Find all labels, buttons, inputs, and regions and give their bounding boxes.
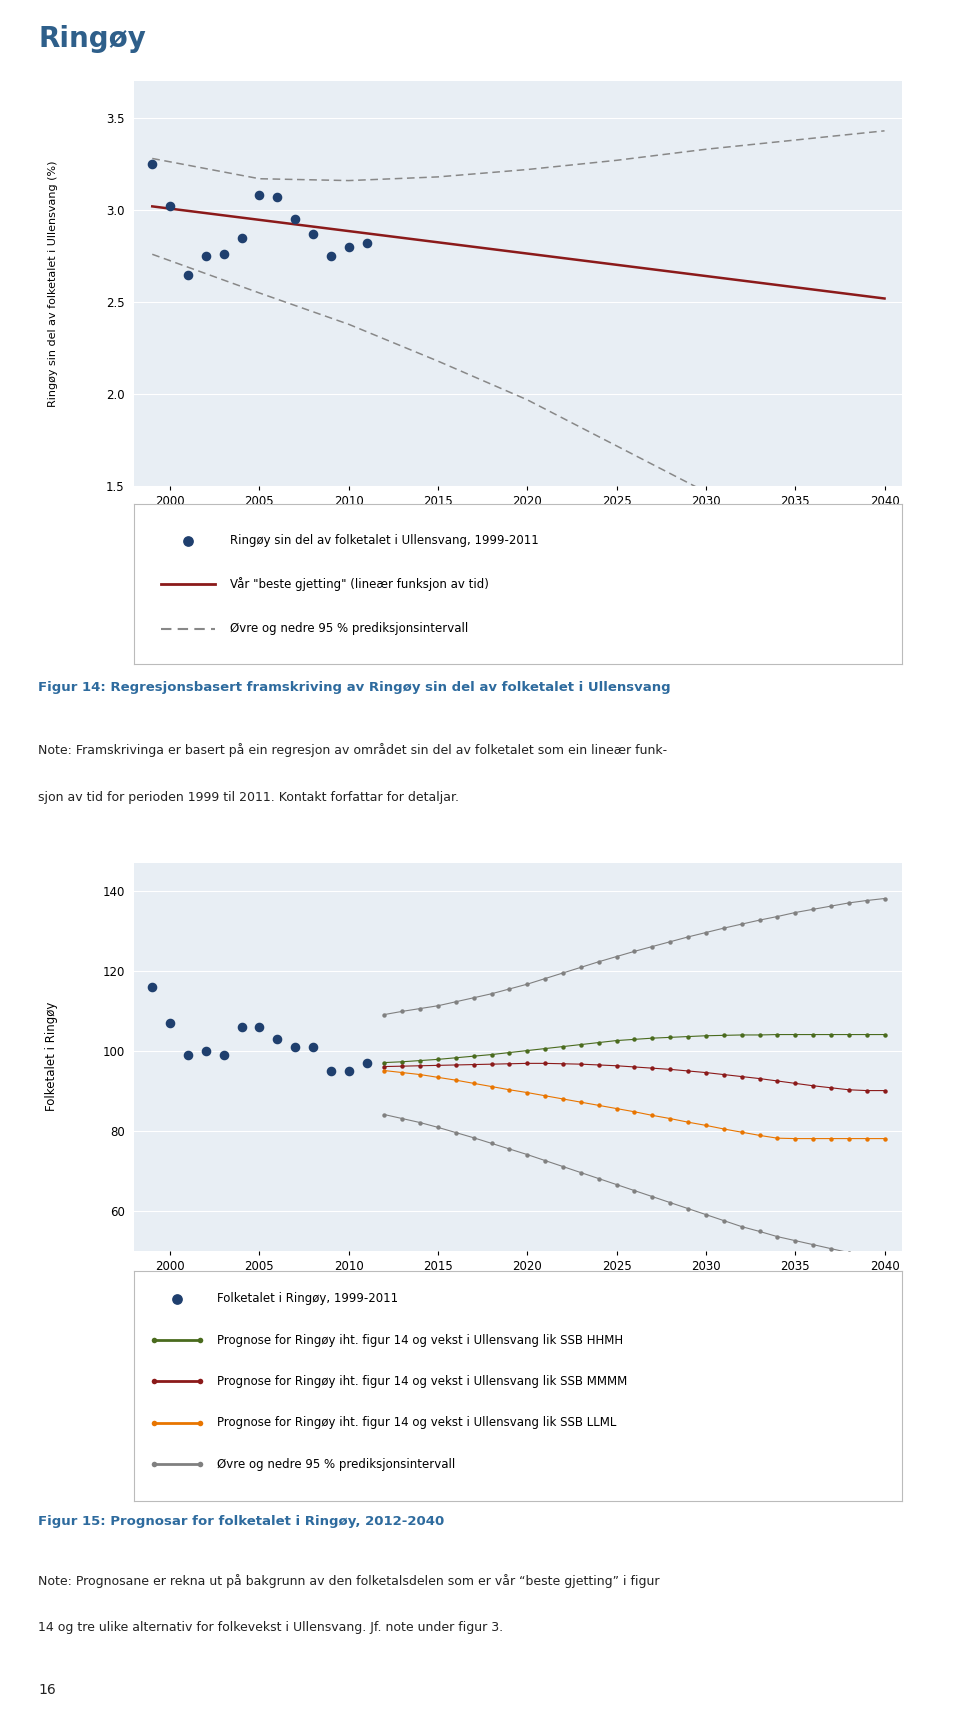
Point [270,1025,285,1052]
Point [216,1040,231,1068]
Text: Prognose for Ringøy iht. figur 14 og vekst i Ullensvang lik SSB LLML: Prognose for Ringøy iht. figur 14 og vek… [217,1416,616,1430]
Text: Øvre og nedre 95 % prediksjonsintervall: Øvre og nedre 95 % prediksjonsintervall [217,1458,455,1470]
Point [198,1037,213,1064]
Point [305,1033,321,1061]
Point [324,242,339,269]
Point [359,1049,374,1076]
Point [216,240,231,267]
Point [145,973,160,1000]
Point [252,181,267,209]
Text: Ringøy sin del av folketalet i Ullensvang, 1999-2011: Ringøy sin del av folketalet i Ullensvan… [230,535,540,547]
Point [145,150,160,178]
Point [270,183,285,210]
Y-axis label: Folketalet i Ringøy: Folketalet i Ringøy [44,1002,58,1111]
Point [234,224,250,252]
Point [180,526,196,554]
Point [198,242,213,269]
Text: Figur 14: Regresjonsbasert framskriving av Ringøy sin del av folketalet i Ullens: Figur 14: Regresjonsbasert framskriving … [38,681,671,695]
Text: Figur 15: Prognosar for folketalet i Ringøy, 2012-2040: Figur 15: Prognosar for folketalet i Rin… [38,1515,444,1528]
Point [252,1013,267,1040]
Text: Vår "beste gjetting" (lineær funksjon av tid): Vår "beste gjetting" (lineær funksjon av… [230,576,490,592]
Point [162,1009,178,1037]
Text: 16: 16 [38,1684,56,1697]
Text: 14 og tre ulike alternativ for folkevekst i Ullensvang. Jf. note under figur 3.: 14 og tre ulike alternativ for folkeveks… [38,1622,504,1634]
Point [169,1285,184,1313]
Text: Note: Framskrivinga er basert på ein regresjon av området sin del av folketalet : Note: Framskrivinga er basert på ein reg… [38,743,667,757]
Text: sjon av tid for perioden 1999 til 2011. Kontakt forfattar for detaljar.: sjon av tid for perioden 1999 til 2011. … [38,792,460,804]
Point [287,1033,302,1061]
Point [359,229,374,257]
Y-axis label: Ringøy sin del av folketalet i Ullensvang (%): Ringøy sin del av folketalet i Ullensvan… [48,160,58,407]
Text: Prognose for Ringøy iht. figur 14 og vekst i Ullensvang lik SSB MMMM: Prognose for Ringøy iht. figur 14 og vek… [217,1375,627,1389]
Point [180,260,196,288]
Point [287,205,302,233]
Point [324,1057,339,1085]
Point [162,193,178,221]
Point [180,1040,196,1068]
Point [234,1013,250,1040]
Text: Øvre og nedre 95 % prediksjonsintervall: Øvre og nedre 95 % prediksjonsintervall [230,623,468,635]
Text: Ringøy: Ringøy [38,24,146,53]
Point [341,1057,356,1085]
Point [305,221,321,248]
Text: Prognose for Ringøy iht. figur 14 og vekst i Ullensvang lik SSB HHMH: Prognose for Ringøy iht. figur 14 og vek… [217,1333,623,1347]
Point [341,233,356,260]
Text: Folketalet i Ringøy, 1999-2011: Folketalet i Ringøy, 1999-2011 [217,1292,397,1306]
Text: Note: Prognosane er rekna ut på bakgrunn av den folketalsdelen som er vår “beste: Note: Prognosane er rekna ut på bakgrunn… [38,1573,660,1589]
